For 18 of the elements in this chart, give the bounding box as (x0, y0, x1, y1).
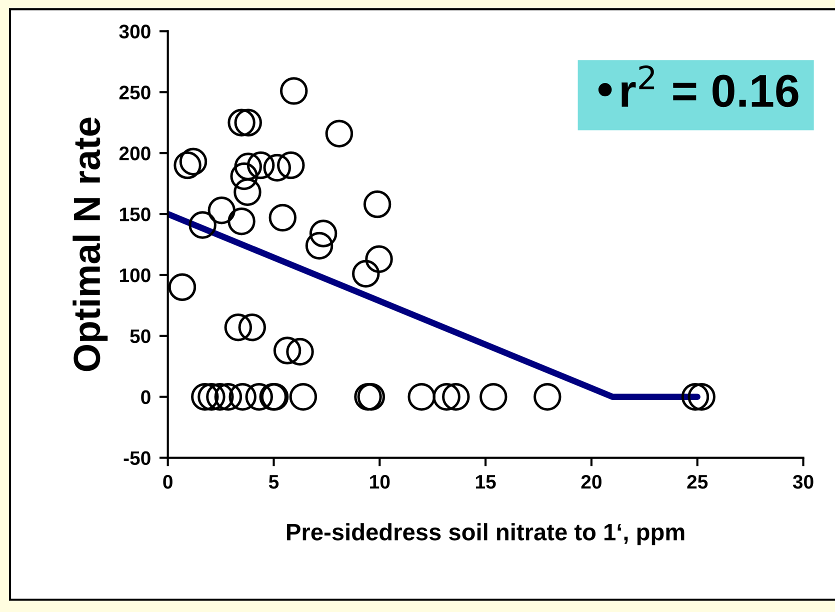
y-axis-title: Optimal N rate (72, 118, 108, 372)
annotation: •r$^{2}$ = 0.16 (598, 65, 798, 108)
y-tick-label: 300 (119, 24, 150, 38)
y-tick-label: -50 (124, 451, 150, 466)
y-tick-label: 100 (120, 268, 150, 282)
y-tick-label: 200 (119, 146, 150, 160)
y-tick-label: 150 (120, 207, 150, 222)
y-tick-label: 0 (141, 390, 150, 404)
x-tick-label: 30 (792, 474, 814, 489)
x-axis-title: Pre-sidedress soil nitrate to 1‘, ppm (287, 523, 684, 546)
x-tick-label: 15 (476, 475, 496, 489)
x-tick-label: 0 (163, 474, 172, 489)
x-tick-label: 5 (268, 475, 279, 489)
y-tick-label: 50 (130, 329, 150, 344)
x-tick-label: 10 (370, 474, 390, 489)
x-tick-label: 20 (581, 474, 602, 489)
x-tick-label: 25 (687, 474, 708, 489)
y-tick-label: 250 (119, 86, 150, 100)
